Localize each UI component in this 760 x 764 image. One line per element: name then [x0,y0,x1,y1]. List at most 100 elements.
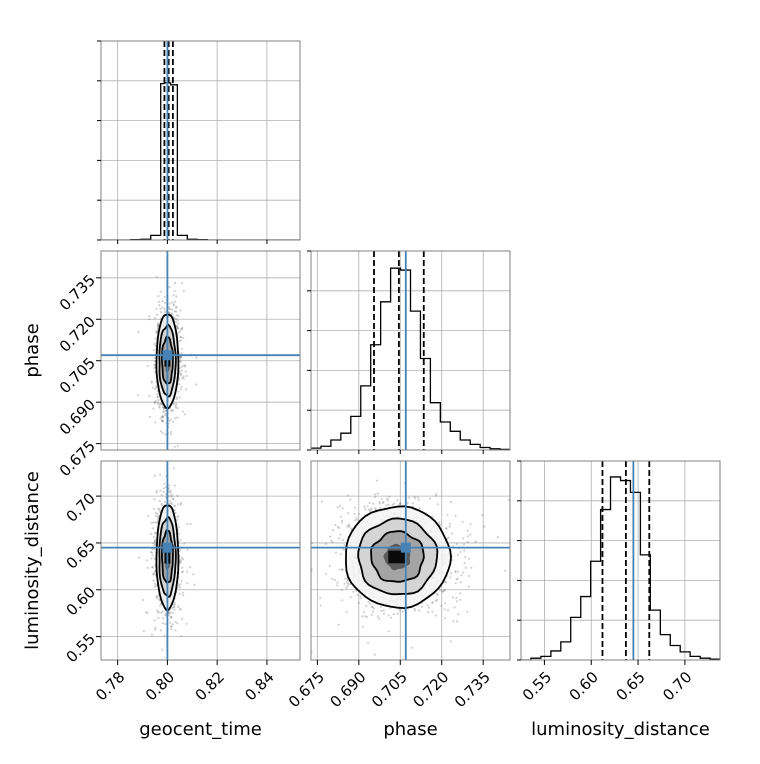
sample-point [347,494,350,497]
sample-point [179,360,182,363]
sample-point [382,612,386,615]
sample-point [184,365,187,368]
sample-point [155,313,159,316]
sample-point [401,610,404,613]
sample-point [179,339,182,342]
sample-point [462,571,465,574]
sample-point [161,415,164,419]
sample-point [364,508,367,511]
sample-point [174,440,176,442]
x-tick-label-phase: 0.690 [326,668,369,711]
hist-bars [311,251,510,450]
sample-point [339,568,342,571]
sample-point [371,605,374,608]
contour-line [370,530,425,583]
sample-point [177,503,180,506]
sample-point [176,518,179,522]
sample-point [355,516,358,519]
sample-point [368,508,371,511]
x-tick-label-phase: 0.735 [451,668,494,711]
sample-point [189,566,192,569]
density-panel-luminosity_distance_vs_geocent_time [100,440,301,661]
sample-point [153,356,156,359]
sample-point [169,418,172,421]
sample-point [172,498,175,501]
sample-point [151,566,154,569]
sample-point [385,504,388,507]
sample-point [459,592,462,595]
sample-point [160,419,164,422]
sample-point [154,539,157,542]
sample-point [156,322,159,325]
sample-point [160,504,164,507]
sample-point [469,533,472,536]
sample-point [340,519,344,522]
sample-point [178,383,181,386]
sample-point [137,330,140,334]
sample-point [158,500,161,503]
sample-point [466,610,469,613]
sample-point [180,502,183,505]
sample-point [179,374,183,377]
sample-point [147,514,150,517]
y-axis-label-luminosity_distance: luminosity_distance [22,471,43,650]
sample-point [431,601,434,604]
sample-point [333,578,337,582]
sample-point [161,420,164,423]
sample-point [347,582,350,586]
sample-point [177,532,180,535]
sample-point [461,520,464,524]
sample-point [157,507,160,510]
sample-point [457,570,460,573]
sample-point [379,605,382,608]
sample-point [163,634,166,637]
sample-point [446,608,450,612]
sample-point [172,606,175,609]
y-tick-label-luminosity_distance: 0.65 [63,536,99,572]
sample-point [175,398,178,401]
sample-point [182,289,185,293]
sample-point [172,409,175,412]
sample-point [158,405,161,408]
x-axis-label-phase: phase [383,719,437,740]
sample-point [163,295,166,298]
sample-point [182,336,185,340]
sample-point [164,433,167,436]
sample-point [173,605,176,609]
sample-point [176,416,179,419]
density-panel-phase_vs_geocent_time [100,250,301,451]
sample-point [185,374,188,377]
sample-point [157,611,160,614]
sample-point [174,620,177,624]
sample-point [153,366,156,369]
sample-point [182,377,185,380]
sample-point [180,328,184,331]
sample-point [449,576,452,579]
sample-point [159,604,162,607]
sample-point [154,531,157,534]
sample-point [174,511,177,514]
sample-point [180,372,183,375]
x-tick-label-luminosity_distance: 0.60 [566,668,602,704]
sample-point [192,573,195,576]
sample-point [171,493,174,496]
sample-point [177,525,180,528]
sample-point [449,500,453,504]
sample-point [172,303,175,306]
panel-frame [310,250,511,451]
sample-point [408,496,411,499]
sample-point [179,356,182,359]
sample-point [150,551,153,554]
sample-point [154,521,157,524]
sample-point [154,337,157,340]
sample-point [171,308,174,311]
sample-point [179,608,182,611]
sample-point [155,491,158,494]
sample-point [164,622,167,626]
sample-point [349,498,352,501]
sample-point [507,498,510,501]
sample-point [444,581,447,584]
sample-point [181,326,184,329]
sample-point [152,407,155,410]
